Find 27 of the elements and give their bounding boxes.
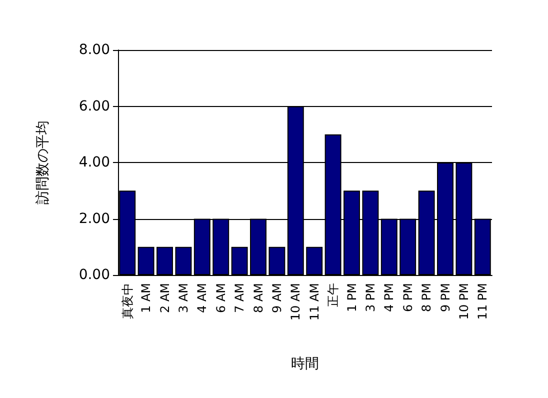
x-tick-label: 2 AM bbox=[158, 283, 172, 314]
x-tick-label: 3 AM bbox=[176, 283, 190, 314]
x-tick-label: 9 PM bbox=[438, 283, 452, 312]
x-tick-label: 10 PM bbox=[456, 283, 471, 320]
x-tick-label: 8 PM bbox=[420, 283, 434, 312]
y-tick-label: 8.00 bbox=[78, 42, 110, 58]
x-tick-label: 1 AM bbox=[139, 283, 154, 314]
x-tick-label: 4 PM bbox=[382, 283, 396, 312]
y-tick-label: 2.00 bbox=[78, 210, 110, 227]
x-tick-label: 真夜中 bbox=[120, 283, 134, 319]
x-tick-label: 4 AM bbox=[195, 283, 210, 314]
y-tick-label: 6.00 bbox=[78, 98, 110, 114]
x-tick-label: 6 AM bbox=[214, 283, 228, 314]
x-axis-title: 時間 bbox=[291, 356, 319, 372]
x-tick-label: 正午 bbox=[326, 283, 340, 307]
x-tick-label: 1 PM bbox=[344, 283, 359, 312]
x-tick-label: 3 PM bbox=[363, 283, 378, 312]
y-tick-label: 0.00 bbox=[78, 267, 110, 283]
x-tick-label: 11 PM bbox=[476, 283, 490, 320]
x-tick-label: 6 PM bbox=[400, 283, 415, 312]
x-tick-label: 8 AM bbox=[251, 283, 266, 314]
x-tick-label: 10 AM bbox=[288, 283, 303, 321]
y-axis-title: 訪問数の平均 bbox=[35, 120, 51, 204]
x-tick-label: 7 AM bbox=[232, 283, 247, 314]
x-tick-label: 11 AM bbox=[307, 283, 322, 321]
x-tick-label: 9 AM bbox=[270, 283, 284, 314]
y-tick-label: 4.00 bbox=[78, 154, 110, 170]
